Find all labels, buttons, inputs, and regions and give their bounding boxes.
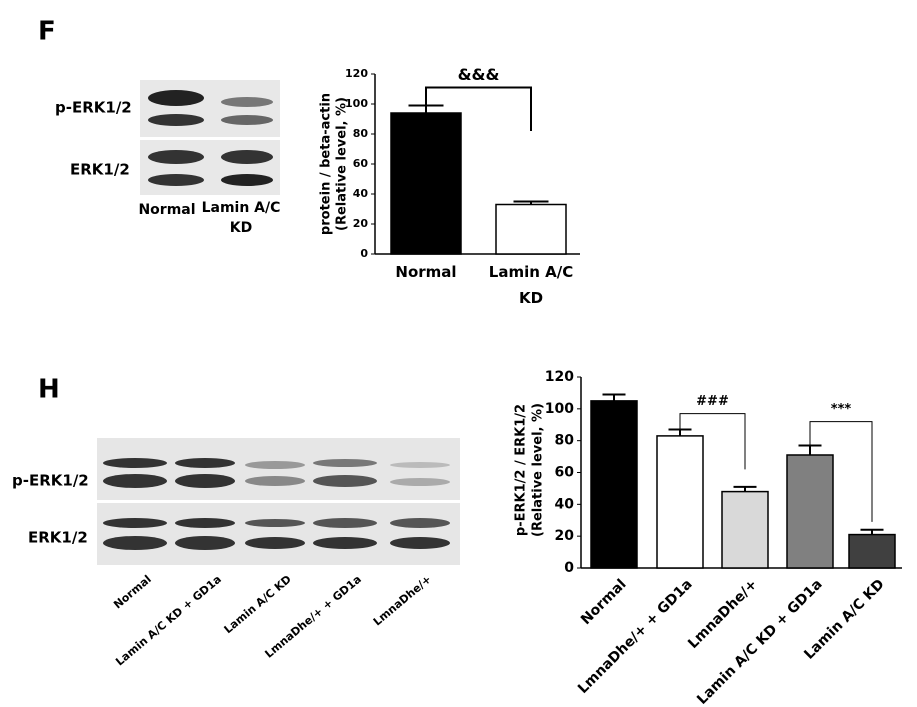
blot-row-label: ERK1/2 [70,161,130,179]
y-axis-label: protein / beta-actin [319,93,334,235]
blot-band [221,115,273,125]
blot-image [140,80,280,137]
blot-band [148,150,204,164]
y-tick-label: 60 [555,465,575,481]
blot-band [148,174,204,186]
lane-label: LmnaDhe/+ [371,573,434,629]
y-tick-label: 120 [545,369,574,385]
blot-image [140,140,280,195]
x-tick-label: LmnaDhe/+ + GD1a [575,576,696,697]
y-tick-label: 100 [545,401,574,417]
blot-bands [103,458,450,550]
significance-bracket [679,413,746,470]
x-tick-label: Lamin A/C KD + GD1a [694,576,825,707]
y-tick-label: 20 [555,528,575,544]
bar [848,533,896,569]
y-tick-label: 80 [555,433,575,449]
significance-label: *** [831,402,852,417]
x-label-box: Normal [395,263,457,281]
bar [390,112,462,255]
y-tick-label: 20 [353,217,369,230]
lane-label-box: Lamin A/C KD [201,200,281,236]
y-axis-label: (Relative level, %) [531,403,546,537]
x-tick-label: Lamin A/C KD [488,263,574,307]
y-tick-label: 100 [345,97,368,110]
y-axis-label: (Relative level, %) [335,97,350,231]
blot-image [97,503,460,565]
lane-label: Normal [111,573,154,612]
y-tick-label: 40 [555,496,575,512]
significance-label: ### [696,394,729,409]
lane-label: Lamin A/C KD [222,573,294,637]
x-tick-label: Normal [578,576,630,628]
blot-band [148,114,204,126]
blot-row-label: p-ERK1/2 [12,472,89,490]
bar [590,400,638,569]
lane-label: Normal [138,202,195,218]
blot-row-label: ERK1/2 [28,529,88,547]
x-tick-label: Normal [395,263,457,281]
bar [495,203,567,255]
y-tick-label: 120 [345,67,368,80]
x-label-box: Lamin A/C KD [488,263,574,307]
y-tick-label: 80 [353,127,369,140]
bar [786,454,834,569]
lane-label: Lamin A/C KD [201,200,281,236]
blot-image [97,438,460,500]
blot-band [148,90,204,106]
y-tick-label: 0 [564,560,574,576]
panel-letter: H [38,375,60,405]
y-tick-label: 60 [353,157,369,170]
y-axis-label: p-ERK1/2 / ERK1/2 [514,404,529,536]
blot-row-label: p-ERK1/2 [55,99,132,117]
bar [656,435,704,569]
panel-letter: F [38,17,56,47]
y-tick-label: 0 [360,247,368,260]
blot-band [221,97,273,107]
blot-band [221,174,273,186]
significance-bracket [425,86,532,131]
bar [721,490,769,569]
y-tick-label: 40 [353,187,369,200]
significance-bracket [809,421,873,522]
blot-band [221,150,273,164]
significance-label: &&& [458,65,500,84]
